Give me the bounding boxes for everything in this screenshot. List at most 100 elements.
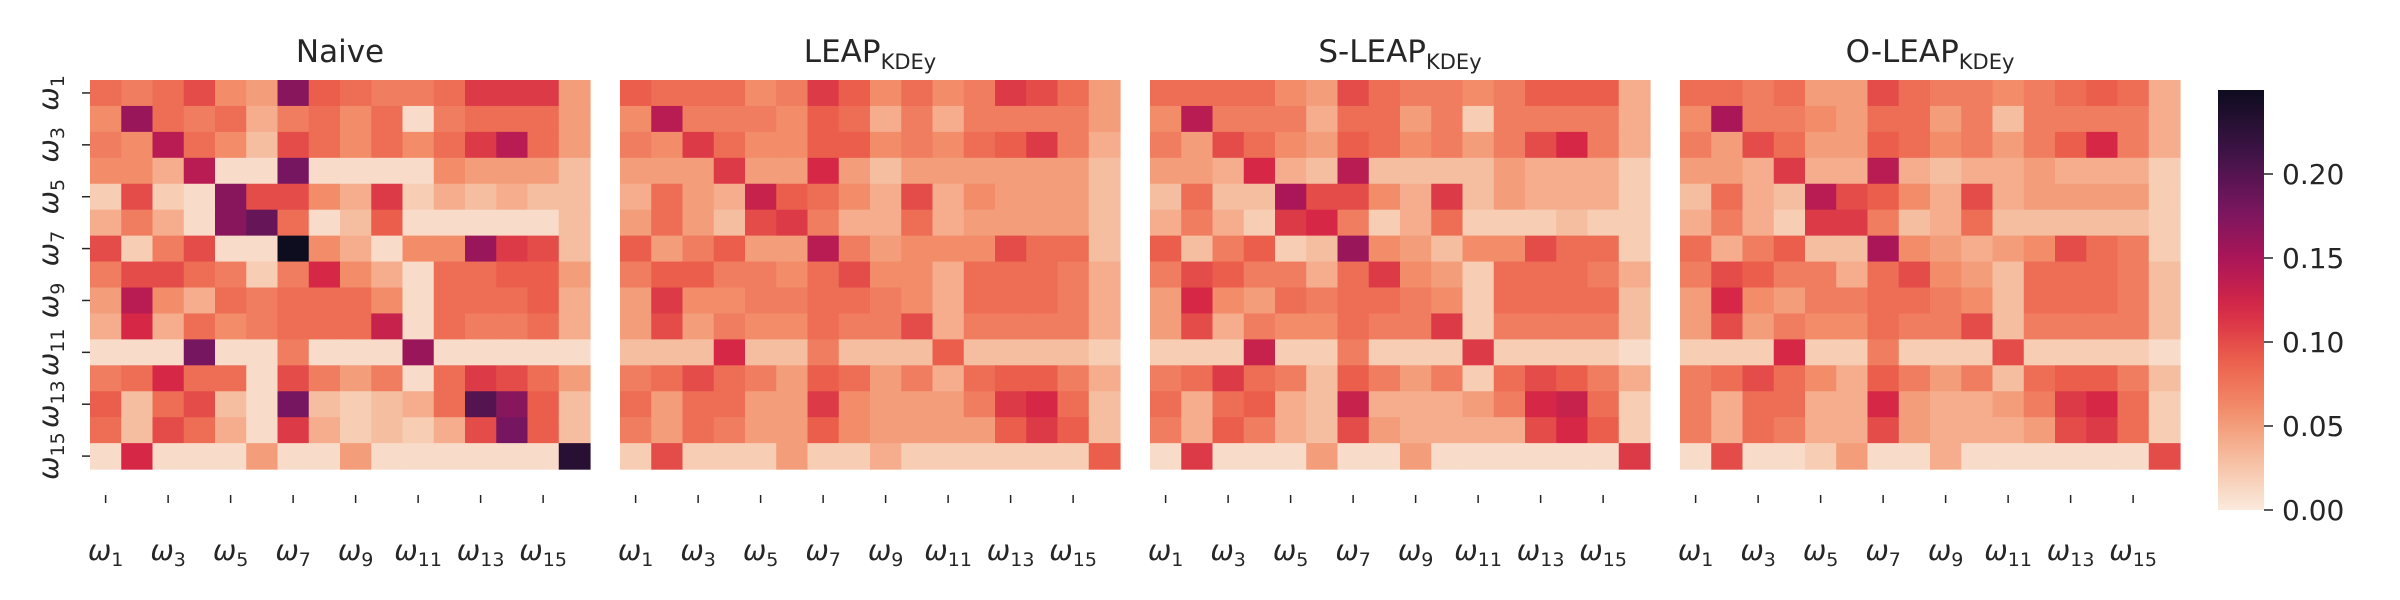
heatmap-cell xyxy=(527,183,560,211)
heatmap-cell xyxy=(1306,105,1339,133)
tick-label: ω7 xyxy=(1335,534,1371,571)
heatmap-cell xyxy=(1400,105,1432,133)
heatmap-cell xyxy=(1525,417,1557,444)
tick-label: ω11 xyxy=(1454,534,1502,571)
tick-label: ω3 xyxy=(150,534,186,571)
heatmap-cell xyxy=(496,339,529,366)
heatmap-cell xyxy=(1836,261,1869,289)
heatmap-cell xyxy=(1181,131,1214,159)
heatmap-cell xyxy=(558,417,591,444)
heatmap-cell xyxy=(682,131,715,159)
heatmap-cell xyxy=(496,313,529,340)
heatmap-cell xyxy=(713,287,746,315)
heatmap-cell xyxy=(1930,209,1962,237)
heatmap-cell xyxy=(308,339,341,366)
heatmap-cell xyxy=(1431,80,1464,107)
heatmap-cell xyxy=(1493,105,1526,133)
colorbar-tick-label: 0.10 xyxy=(2282,326,2344,359)
heatmap-cell xyxy=(215,183,247,211)
heatmap-cell xyxy=(1088,80,1121,107)
heatmap-cell xyxy=(1898,80,1931,107)
heatmap-cell xyxy=(1026,339,1059,366)
heatmap-cell xyxy=(1181,157,1214,185)
heatmap-cell xyxy=(183,209,216,237)
heatmap-cell xyxy=(682,417,715,444)
heatmap-cell xyxy=(2117,391,2150,418)
heatmap-cell xyxy=(713,417,746,444)
heatmap-cell xyxy=(1026,417,1059,444)
heatmap-cell xyxy=(527,339,560,366)
heatmap-cell xyxy=(620,391,652,418)
heatmap-cell xyxy=(776,157,809,185)
heatmap-cell xyxy=(121,157,154,185)
heatmap-cell xyxy=(651,339,684,366)
heatmap-cell xyxy=(215,80,247,107)
heatmap-cell xyxy=(308,209,341,237)
heatmap-cell xyxy=(1992,131,2025,159)
heatmap-cell xyxy=(1337,417,1370,444)
heatmap-cell xyxy=(682,261,715,289)
tick-label: ω3 xyxy=(1740,534,1776,571)
heatmap-cell xyxy=(1057,183,1090,211)
heatmap-cell xyxy=(1587,105,1620,133)
heatmap-cell xyxy=(1306,365,1339,392)
heatmap-cell xyxy=(963,365,996,392)
heatmap-cell xyxy=(776,209,809,237)
heatmap-cell xyxy=(995,131,1027,159)
heatmap-cell xyxy=(1773,339,1806,366)
heatmap-cell xyxy=(1462,235,1495,263)
heatmap-cell xyxy=(1431,183,1464,211)
heatmap-cell xyxy=(1898,287,1931,315)
heatmap-cell xyxy=(1961,209,1994,237)
heatmap-cell xyxy=(340,80,372,107)
heatmap-cell xyxy=(121,209,154,237)
heatmap-cell xyxy=(1618,261,1651,289)
heatmap-cell xyxy=(465,287,497,315)
heatmap-cell xyxy=(465,391,497,418)
heatmap-cell xyxy=(308,157,341,185)
heatmap-cell xyxy=(308,131,341,159)
heatmap-cell xyxy=(1711,339,1744,366)
heatmap-cell xyxy=(1773,313,1806,340)
heatmap-cell xyxy=(1711,235,1744,263)
heatmap-cell xyxy=(995,209,1027,237)
heatmap-cell xyxy=(1026,183,1059,211)
heatmap-cell xyxy=(901,235,934,263)
heatmap-cell xyxy=(1742,365,1775,392)
heatmap-cell xyxy=(651,131,684,159)
heatmap-cell xyxy=(1212,157,1245,185)
heatmap-cell xyxy=(1525,391,1557,418)
heatmap-cell xyxy=(620,313,652,340)
heatmap-cell xyxy=(1462,417,1495,444)
heatmap-cell xyxy=(90,391,122,418)
heatmap-cell xyxy=(465,365,497,392)
heatmap-cell xyxy=(2055,287,2087,315)
heatmap-cell xyxy=(558,209,591,237)
heatmap-cell xyxy=(1711,313,1744,340)
heatmap-cell xyxy=(496,131,529,159)
heatmap-cell xyxy=(1088,417,1121,444)
heatmap-cell xyxy=(963,209,996,237)
heatmap-cell xyxy=(995,261,1027,289)
tick-label: ω15 xyxy=(2109,534,2157,571)
heatmap-cell xyxy=(1992,80,2025,107)
tick-label: ω1 xyxy=(618,534,654,571)
heatmap-cell xyxy=(558,391,591,418)
heatmap-cell xyxy=(121,105,154,133)
heatmap-cell xyxy=(340,417,372,444)
heatmap-cell xyxy=(1711,287,1744,315)
heatmap-cell xyxy=(1961,80,1994,107)
heatmap-cell xyxy=(1462,105,1495,133)
heatmap-cell xyxy=(682,313,715,340)
heatmap-cell xyxy=(932,105,965,133)
heatmap-cell xyxy=(776,417,809,444)
heatmap-cell xyxy=(121,391,154,418)
heatmap-cell xyxy=(1088,183,1121,211)
heatmap-cell xyxy=(1992,261,2025,289)
heatmap-cell xyxy=(152,443,185,470)
heatmap-cell xyxy=(1150,365,1182,392)
heatmap-cell xyxy=(963,391,996,418)
heatmap-cell xyxy=(620,131,652,159)
heatmap-cell xyxy=(1525,313,1557,340)
heatmap-cell xyxy=(713,443,746,470)
